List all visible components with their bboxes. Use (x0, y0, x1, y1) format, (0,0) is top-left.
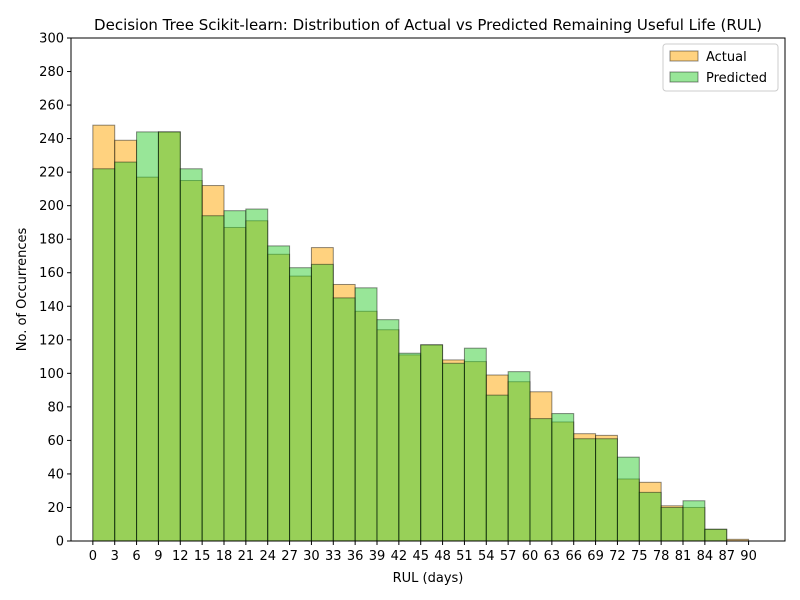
predicted-bar (267, 245, 291, 542)
predicted-bar (289, 267, 312, 542)
x-tick-label: 60 (522, 549, 539, 564)
y-tick-label: 180 (39, 233, 64, 248)
y-tick-label: 220 (39, 166, 64, 181)
legend-swatch (669, 71, 699, 83)
y-tick-label: 260 (39, 99, 64, 114)
x-axis: 0 3 6 9 12 15 18 21 24 27 30 33 36 39 42 45 48 51 54 57 60 63… (89, 541, 757, 564)
predicted-bar (704, 528, 728, 542)
legend-label: Actual (706, 50, 747, 65)
x-tick-label: 84 (697, 549, 714, 564)
x-tick-label: 12 (172, 549, 189, 564)
x-tick-label: 51 (456, 549, 473, 564)
predicted-bar (201, 215, 225, 542)
x-tick-label: 21 (238, 549, 255, 564)
x-tick-label: 42 (391, 549, 408, 564)
x-tick-label: 81 (675, 549, 692, 564)
predicted-bar (136, 131, 159, 542)
x-tick-label: 0 (89, 549, 97, 564)
x-tick-label: 48 (434, 549, 451, 564)
x-tick-label: 66 (565, 549, 582, 564)
chart-title: Decision Tree Scikit-learn: Distribution… (94, 16, 762, 34)
predicted-bar (660, 506, 684, 542)
y-tick-label: 160 (39, 266, 64, 281)
legend-label: Predicted (706, 71, 767, 86)
predicted-bar (551, 413, 575, 542)
x-tick-label: 54 (478, 549, 495, 564)
y-tick-label: 120 (39, 333, 64, 348)
x-tick-label: 36 (347, 549, 364, 564)
predicted-bar (179, 168, 203, 542)
predicted-bar (354, 287, 378, 542)
y-tick-label: 240 (39, 132, 64, 147)
x-tick-label: 63 (544, 549, 561, 564)
y-tick-label: 100 (39, 367, 64, 382)
y-tick-label: 0 (56, 535, 64, 550)
x-tick-label: 24 (259, 549, 276, 564)
x-tick-label: 87 (718, 549, 735, 564)
predicted-bars (92, 131, 728, 542)
x-tick-label: 9 (154, 549, 162, 564)
y-axis-label: No. of Occurrences (15, 228, 30, 352)
x-tick-label: 27 (281, 549, 298, 564)
predicted-bar (114, 161, 138, 542)
x-tick-label: 30 (303, 549, 320, 564)
x-tick-label: 78 (653, 549, 670, 564)
x-tick-label: 45 (412, 549, 429, 564)
predicted-bar (420, 344, 444, 542)
y-tick-label: 140 (39, 300, 64, 315)
predicted-bar (616, 456, 640, 542)
y-tick-label: 20 (47, 501, 64, 516)
y-tick-label: 200 (39, 199, 64, 214)
x-tick-label: 90 (740, 549, 757, 564)
predicted-bar (376, 319, 400, 542)
x-tick-label: 57 (500, 549, 517, 564)
predicted-bar (398, 352, 422, 542)
predicted-bar (310, 263, 334, 542)
x-tick-label: 15 (194, 549, 211, 564)
x-tick-label: 39 (369, 549, 386, 564)
predicted-bar (529, 418, 553, 542)
predicted-bar (332, 297, 356, 542)
legend-swatch (669, 50, 699, 62)
predicted-bar (223, 210, 247, 542)
plot-frame (70, 37, 786, 542)
legend: Actual Predicted (662, 43, 779, 92)
y-tick-label: 300 (39, 32, 64, 47)
predicted-bar (682, 500, 706, 542)
y-axis: 0 20 40 60 80 100 120 140 160 180 200 220 240 260 280 3… (39, 32, 71, 550)
predicted-bar (442, 362, 465, 542)
predicted-bar (638, 491, 662, 542)
predicted-bar (463, 347, 487, 542)
x-tick-label: 18 (216, 549, 233, 564)
y-tick-label: 280 (39, 65, 64, 80)
predicted-bar (92, 168, 116, 542)
x-axis-label: RUL (days) (393, 571, 464, 586)
y-tick-label: 40 (47, 467, 64, 482)
predicted-bar (245, 208, 269, 542)
predicted-bar (595, 438, 618, 542)
y-tick-label: 80 (47, 400, 64, 415)
x-tick-label: 6 (132, 549, 140, 564)
y-tick-label: 60 (47, 434, 64, 449)
predicted-bar (485, 394, 509, 542)
predicted-bar (507, 371, 531, 542)
x-tick-label: 69 (587, 549, 604, 564)
predicted-bar (573, 438, 597, 542)
predicted-bar (157, 131, 181, 542)
x-tick-label: 33 (325, 549, 342, 564)
x-tick-label: 72 (609, 549, 626, 564)
x-tick-label: 75 (631, 549, 648, 564)
x-tick-label: 3 (111, 549, 119, 564)
